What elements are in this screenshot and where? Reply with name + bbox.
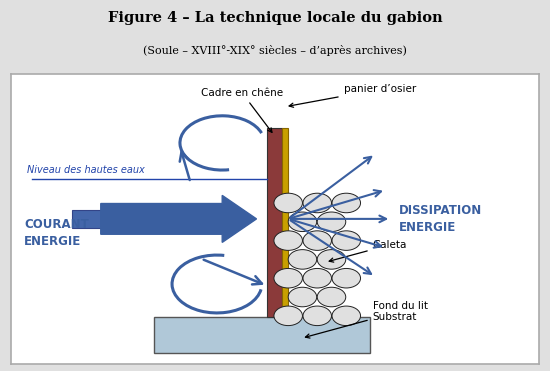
Circle shape xyxy=(274,306,302,326)
Bar xyxy=(153,316,370,353)
Circle shape xyxy=(317,212,346,232)
Bar xyxy=(72,210,101,228)
Circle shape xyxy=(303,231,332,250)
Circle shape xyxy=(332,306,361,326)
Bar xyxy=(282,128,288,316)
Text: COURANT
ENERGIE: COURANT ENERGIE xyxy=(24,219,89,248)
Text: (Soule – XVIII°-XIX° siècles – d’après archives): (Soule – XVIII°-XIX° siècles – d’après a… xyxy=(143,45,407,56)
Text: DISSIPATION
ENERGIE: DISSIPATION ENERGIE xyxy=(399,204,482,234)
FancyArrow shape xyxy=(101,196,256,242)
Text: Niveau des hautes eaux: Niveau des hautes eaux xyxy=(27,165,145,175)
Text: Cadre en chêne: Cadre en chêne xyxy=(201,88,283,132)
Circle shape xyxy=(274,193,302,213)
Circle shape xyxy=(288,287,317,307)
Circle shape xyxy=(288,250,317,269)
Circle shape xyxy=(303,306,332,326)
Circle shape xyxy=(317,287,346,307)
Circle shape xyxy=(332,269,361,288)
Circle shape xyxy=(303,193,332,213)
Circle shape xyxy=(288,212,317,232)
Text: Figure 4 – La technique locale du gabion: Figure 4 – La technique locale du gabion xyxy=(108,11,442,25)
Circle shape xyxy=(274,269,302,288)
Bar xyxy=(267,128,282,316)
Circle shape xyxy=(274,231,302,250)
Text: panier d’osier: panier d’osier xyxy=(289,84,416,107)
Text: Galeta: Galeta xyxy=(329,240,407,262)
Circle shape xyxy=(332,231,361,250)
Circle shape xyxy=(332,193,361,213)
Text: Fond du lit
Substrat: Fond du lit Substrat xyxy=(305,301,428,338)
Circle shape xyxy=(317,250,346,269)
Circle shape xyxy=(303,269,332,288)
